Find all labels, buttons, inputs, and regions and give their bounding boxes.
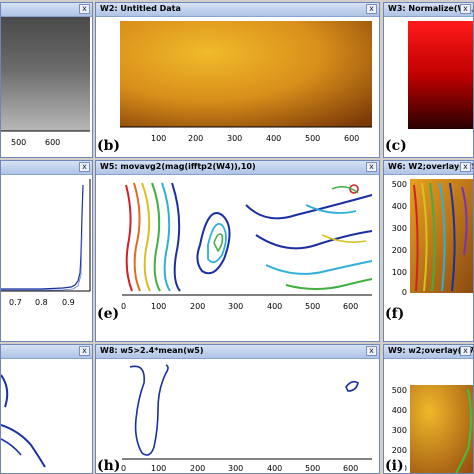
x-tick: 0.7 — [9, 298, 22, 307]
w7-plot — [1, 374, 46, 468]
panel-label: (i) — [384, 458, 405, 474]
w2-plot: 100 200 300 400 500 600 — [120, 21, 372, 143]
window-title: W6: W2;overlay(W5) — [388, 162, 474, 171]
y-tick: 0 — [402, 288, 407, 297]
w9-image — [410, 385, 473, 473]
close-button[interactable]: x — [460, 162, 471, 172]
x-tick: 600 — [343, 464, 358, 473]
x-tick: 200 — [188, 134, 203, 143]
x-tick: 100 — [151, 134, 166, 143]
window-w8[interactable]: W8: w5>2.4*mean(w5) x 0 100 200 300 400 … — [95, 344, 380, 474]
window-title: W3: Normalize(W1,8) — [388, 4, 473, 13]
title-bar[interactable]: W8: w5>2.4*mean(w5) x — [96, 345, 379, 359]
y-tick: 400 — [392, 406, 407, 415]
y-tick: 300 — [392, 426, 407, 435]
x-tick: 600 — [343, 302, 358, 311]
close-button[interactable]: x — [79, 346, 90, 356]
x-tick: 300 — [227, 134, 242, 143]
window-w1[interactable]: x 500 600 — [0, 2, 93, 158]
window-w5[interactable]: W5: movavg2(mag(ifftp2(W4)),10) x — [95, 160, 380, 342]
y-tick: 100 — [392, 268, 407, 277]
window-w3[interactable]: W3: Normalize(W1,8) x (c) — [383, 2, 474, 158]
x-tick: 400 — [267, 464, 282, 473]
title-bar[interactable]: x — [1, 3, 92, 17]
x-tick: 0.9 — [62, 298, 75, 307]
panel-label: (f) — [384, 306, 406, 322]
title-bar[interactable]: W9: w2;overlay(w7) x — [384, 345, 473, 359]
close-button[interactable]: x — [366, 346, 377, 356]
window-title: W8: w5>2.4*mean(w5) — [100, 346, 204, 355]
y-tick: 400 — [392, 202, 407, 211]
close-button[interactable]: x — [460, 346, 471, 356]
x-tick: 300 — [228, 302, 243, 311]
x-tick: 100 — [151, 302, 166, 311]
window-title: W9: w2;overlay(w7) — [388, 346, 474, 355]
x-tick: 500 — [305, 302, 320, 311]
y-tick: 500 — [392, 180, 407, 189]
title-bar[interactable]: W2: Untitled Data x — [96, 3, 379, 17]
title-bar[interactable]: W3: Normalize(W1,8) x — [384, 3, 473, 17]
window-title: W2: Untitled Data — [100, 4, 181, 13]
window-w6[interactable]: W6: W2;overlay(W5) x 500 400 300 200 100 — [383, 160, 474, 342]
x-tick: 0 — [121, 302, 126, 311]
title-bar[interactable]: W6: W2;overlay(W5) x — [384, 161, 473, 175]
window-w7[interactable]: x — [0, 344, 93, 474]
panel-label: (c) — [384, 138, 408, 154]
panel-label: (e) — [96, 306, 121, 322]
w2-image — [120, 21, 372, 127]
w5-contour-plot: 0 100 200 300 400 500 600 — [121, 179, 373, 311]
close-button[interactable]: x — [460, 4, 471, 14]
w4-plot: 0.7 0.8 0.9 — [1, 179, 91, 307]
w9-overlay-plot: 500 400 300 200 100 — [392, 385, 473, 473]
window-w2[interactable]: W2: Untitled Data x 100 200 300 400 500 … — [95, 2, 380, 158]
close-button[interactable]: x — [79, 162, 90, 172]
w3-plot — [408, 21, 473, 129]
w3-image — [408, 21, 473, 129]
x-tick: 600 — [344, 134, 359, 143]
title-bar[interactable]: x — [1, 345, 92, 359]
panel-label: (b) — [96, 138, 122, 154]
close-button[interactable]: x — [79, 4, 90, 14]
x-tick: 0.8 — [35, 298, 48, 307]
title-bar[interactable]: W5: movavg2(mag(ifftp2(W4)),10) x — [96, 161, 379, 175]
x-tick: 400 — [267, 302, 282, 311]
window-title: W5: movavg2(mag(ifftp2(W4)),10) — [100, 162, 256, 171]
y-tick: 300 — [392, 224, 407, 233]
w1-plot: 500 600 — [1, 17, 90, 147]
x-tick: 200 — [190, 464, 205, 473]
x-tick: 500 — [305, 134, 320, 143]
y-tick: 500 — [392, 386, 407, 395]
close-button[interactable]: x — [366, 4, 377, 14]
window-w4[interactable]: x 0.7 0.8 0.9 — [0, 160, 93, 342]
panel-label: (h) — [96, 458, 122, 474]
x-tick: 600 — [45, 138, 60, 147]
y-tick: 200 — [392, 246, 407, 255]
w8-threshold-plot: 0 100 200 300 400 500 600 — [121, 364, 372, 473]
x-tick: 400 — [266, 134, 281, 143]
w1-image — [1, 17, 90, 131]
x-tick: 100 — [151, 464, 166, 473]
x-tick: 200 — [190, 302, 205, 311]
close-button[interactable]: x — [366, 162, 377, 172]
title-bar[interactable]: x — [1, 161, 92, 175]
w4-curve — [1, 184, 84, 290]
x-tick: 500 — [305, 464, 320, 473]
window-w9[interactable]: W9: w2;overlay(w7) x 500 400 300 200 100… — [383, 344, 474, 474]
x-tick: 500 — [11, 138, 26, 147]
w6-overlay-plot: 500 400 300 200 100 0 — [392, 179, 473, 297]
x-tick: 0 — [121, 464, 126, 473]
y-tick: 200 — [392, 446, 407, 455]
x-tick: 300 — [228, 464, 243, 473]
